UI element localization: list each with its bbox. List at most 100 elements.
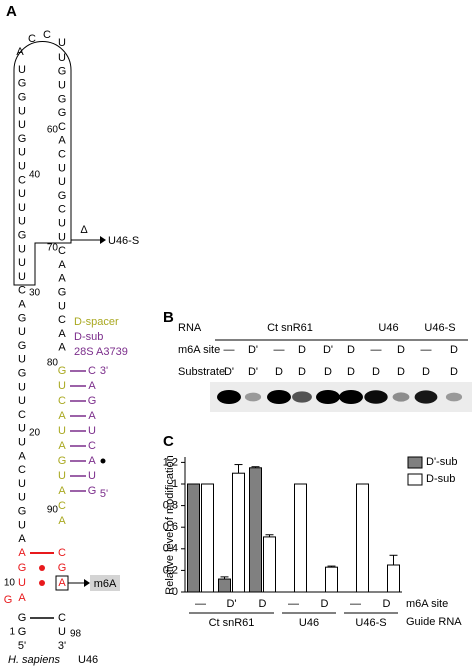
y-axis-label: Relative level of modification	[164, 455, 176, 594]
rna-name: U46	[78, 654, 98, 666]
x-tick-label: D	[321, 598, 329, 610]
nucleotide: C	[58, 395, 66, 407]
y-tick-label: 1.2	[163, 456, 178, 468]
nucleotide: U	[18, 105, 26, 117]
nucleotide: A	[88, 455, 96, 467]
nucleotide: G	[18, 506, 27, 518]
nucleotide: C	[58, 500, 66, 512]
nucleotide: C	[58, 121, 66, 133]
cell: D	[298, 344, 306, 356]
nucleotide: C	[88, 440, 96, 452]
legend-text: D'-sub	[426, 456, 457, 468]
nucleotide: C	[58, 612, 66, 624]
nucleotide: A	[58, 577, 66, 589]
y-tick-label: 1	[172, 478, 178, 490]
y-tick-label: 0.4	[163, 543, 178, 555]
nucleotide: A	[18, 547, 26, 559]
nucleotide: U	[58, 626, 66, 638]
nucleotide: G	[18, 612, 27, 624]
legend-swatch	[407, 456, 423, 469]
nucleotide: U	[18, 147, 26, 159]
nucleotide: G	[18, 78, 27, 90]
x-tick-label: —	[195, 598, 206, 610]
nucleotide: G	[18, 368, 27, 380]
nucleotide: U	[18, 437, 26, 449]
nucleotide: U	[58, 300, 66, 312]
nucleotide: U	[58, 470, 66, 482]
bar	[232, 472, 245, 593]
nucleotide: A	[58, 485, 66, 497]
nucleotide: U	[18, 519, 26, 531]
nucleotide: A	[18, 592, 26, 604]
nucleotide: A	[16, 46, 24, 58]
position-number: 60	[47, 125, 59, 136]
cell: —	[224, 344, 235, 356]
row-label: RNA	[178, 322, 202, 334]
nucleotide: A	[58, 342, 66, 354]
end-label: 5'	[18, 640, 26, 652]
panel-label: B	[163, 309, 174, 326]
end-label: 3'	[58, 640, 66, 652]
bar	[218, 578, 231, 593]
nucleotide: U	[18, 423, 26, 435]
nucleotide: G	[18, 92, 27, 104]
arrow-head	[84, 579, 90, 587]
bar	[325, 566, 338, 593]
nucleotide: C	[58, 204, 66, 216]
nucleotide: A	[88, 410, 96, 422]
nucleotide: G	[88, 395, 97, 407]
cell: D'	[248, 366, 258, 378]
nucleotide: G	[88, 485, 97, 497]
row-label: Substrate	[178, 366, 225, 378]
nucleotide: A	[58, 259, 66, 271]
nucleotide: U	[18, 492, 26, 504]
nucleotide: C	[88, 365, 96, 377]
mark-dot	[100, 458, 106, 464]
group-label: U46	[378, 322, 398, 334]
m6a-label: m6A	[94, 578, 117, 590]
nucleotide: G	[18, 230, 27, 242]
group-label: Ct snR61	[267, 322, 313, 334]
nucleotide: U	[58, 37, 66, 49]
panel-label: C	[163, 433, 174, 450]
band	[217, 390, 241, 404]
bar	[263, 536, 276, 593]
nucleotide: G	[18, 133, 27, 145]
nucleotide: U	[18, 161, 26, 173]
nucleotide: A	[18, 450, 26, 462]
nucleotide: U	[58, 231, 66, 243]
nucleotide: G	[18, 340, 27, 352]
nucleotide: G	[18, 562, 27, 574]
nucleotide: U	[18, 188, 26, 200]
cell: D	[372, 366, 380, 378]
nucleotide: C	[58, 547, 66, 559]
nucleotide: G	[58, 107, 67, 119]
bar	[201, 483, 214, 593]
nucleotide: U	[18, 243, 26, 255]
nucleotide: C	[28, 33, 36, 45]
nucleotide: U	[18, 119, 26, 131]
x-tick-label: D	[383, 598, 391, 610]
nucleotide: C	[18, 464, 26, 476]
band	[445, 392, 463, 402]
band	[414, 390, 438, 404]
nucleotide: A	[18, 299, 26, 311]
position-number: 40	[29, 170, 41, 181]
band	[392, 392, 410, 402]
legend-swatch	[407, 473, 423, 486]
cell: D	[275, 366, 283, 378]
cell: D	[397, 344, 405, 356]
legend-text: D-sub	[74, 331, 103, 343]
cell: D	[397, 366, 405, 378]
group-label: U46	[299, 617, 319, 629]
panel-label: A	[6, 3, 17, 20]
group-label: U46-S	[424, 322, 455, 334]
nucleotide: U	[18, 478, 26, 490]
nucleotide: G	[58, 455, 67, 467]
nucleotide: U	[58, 162, 66, 174]
band	[316, 390, 340, 404]
nucleotide: U	[58, 380, 66, 392]
nucleotide: G	[58, 93, 67, 105]
